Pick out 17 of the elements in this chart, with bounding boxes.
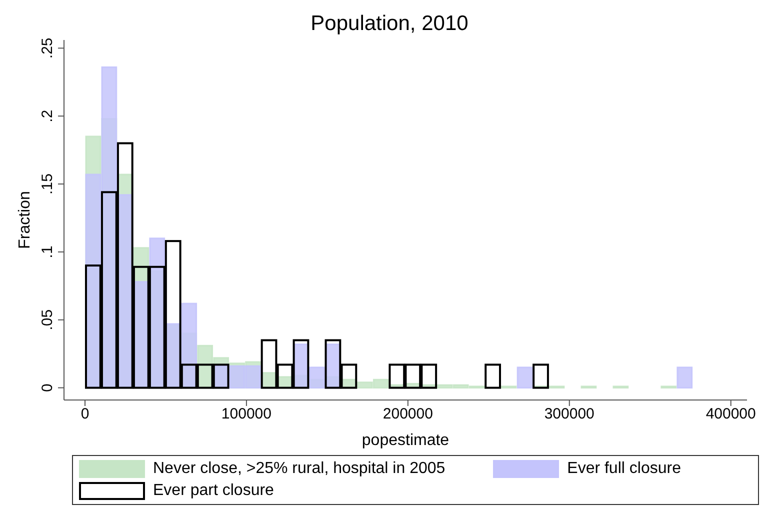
y-tick-label: .05 [39, 309, 56, 330]
y-tick-label: .25 [39, 38, 56, 59]
x-tick-label: 0 [80, 406, 90, 423]
chart-title: Population, 2010 [310, 12, 468, 35]
y-tick-label: 0 [39, 384, 56, 392]
legend-label: Ever full closure [567, 460, 681, 478]
legend-label: Never close, >25% rural, hospital in 2005 [153, 460, 446, 478]
x-tick-label: 400000 [706, 406, 756, 423]
x-tick-label: 300000 [544, 406, 594, 423]
y-tick-label: .15 [39, 174, 56, 194]
y-axis-title: Fraction [16, 191, 34, 249]
x-axis-title: popestimate [362, 432, 450, 449]
y-tick-label: .2 [39, 110, 56, 122]
x-tick-label: 100000 [221, 406, 272, 423]
legend-label: Ever part closure [153, 482, 274, 500]
x-tick-label: 200000 [382, 406, 433, 423]
y-tick-label: .1 [39, 246, 56, 258]
